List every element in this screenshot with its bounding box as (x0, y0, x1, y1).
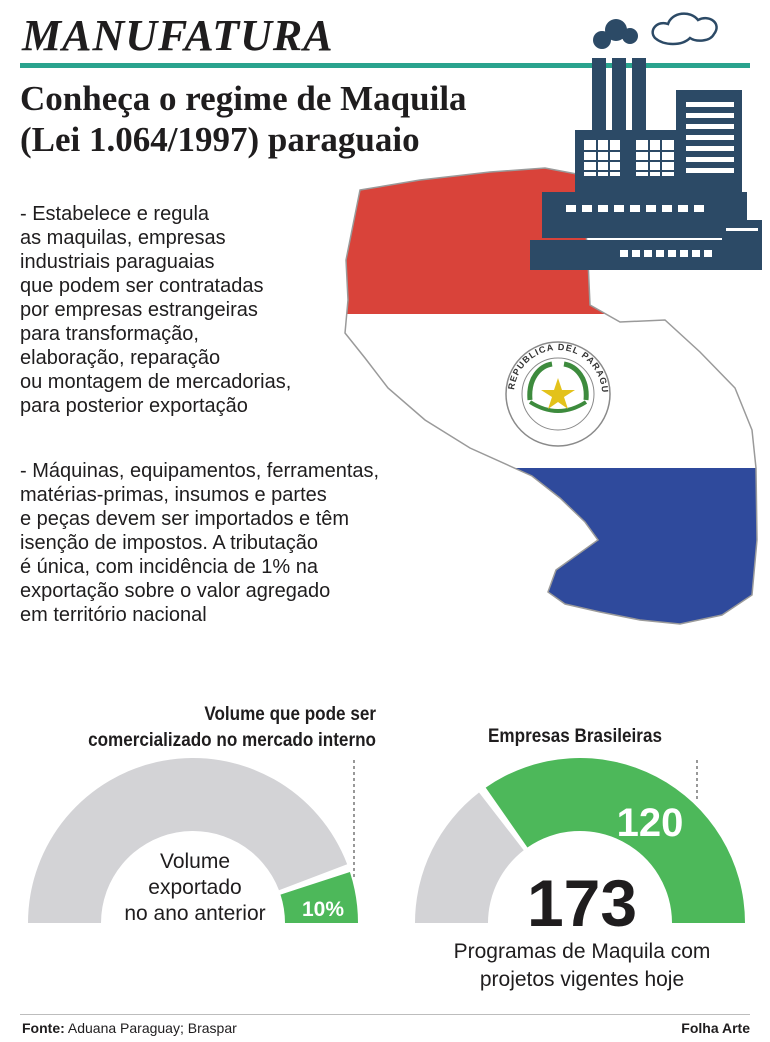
gauge-slice-highlight (280, 872, 358, 923)
header-rule (20, 63, 750, 68)
gauge-1-title: Volume que pode ser comercializado no me… (88, 704, 376, 751)
gauge-1-center-label: Volume (160, 850, 230, 873)
factory-icon (530, 12, 762, 270)
source-text: Aduana Paraguay; Braspar (64, 1020, 237, 1036)
gauge-slice-highlight (485, 757, 745, 923)
gauge-charts: 10% Volume exportado no ano anterior 120 173… (28, 757, 745, 991)
credit: Folha Arte (681, 1020, 750, 1036)
gauge-2-title: Empresas Brasileiras (488, 726, 662, 747)
paragraph-maquila-definition: - Estabelece e regula as maquilas, empre… (20, 203, 292, 417)
source-line: Fonte: Aduana Paraguay; Braspar (22, 1020, 237, 1036)
illustration: REPUBLICA DEL PARAGUAY (330, 0, 762, 625)
gauge-1-center-label: no ano anterior (124, 902, 265, 925)
gauge-1: 10% Volume exportado no ano anterior (28, 758, 358, 925)
paragraph-tax-exemption: - Máquinas, equipamentos, ferramentas, m… (20, 460, 380, 626)
gauge-1-center-label: exportado (148, 876, 241, 899)
headline: Conheça o regime de Maquila (Lei 1.064/1… (20, 79, 467, 159)
gauge-2-total: 173 (527, 866, 637, 940)
section-kicker: MANUFATURA (22, 11, 334, 60)
gauge-2-total-label: projetos vigentes hoje (480, 968, 684, 991)
gauge-slice-remaining (415, 792, 524, 923)
gauge-2-value-label: 120 (617, 801, 684, 845)
gauge-slice-remaining (28, 758, 348, 923)
gauge-1-value-label: 10% (302, 898, 344, 921)
source-label: Fonte: (22, 1020, 65, 1036)
footer-rule (20, 1014, 750, 1015)
gauge-2-total-label: Programas de Maquila com (454, 940, 711, 963)
